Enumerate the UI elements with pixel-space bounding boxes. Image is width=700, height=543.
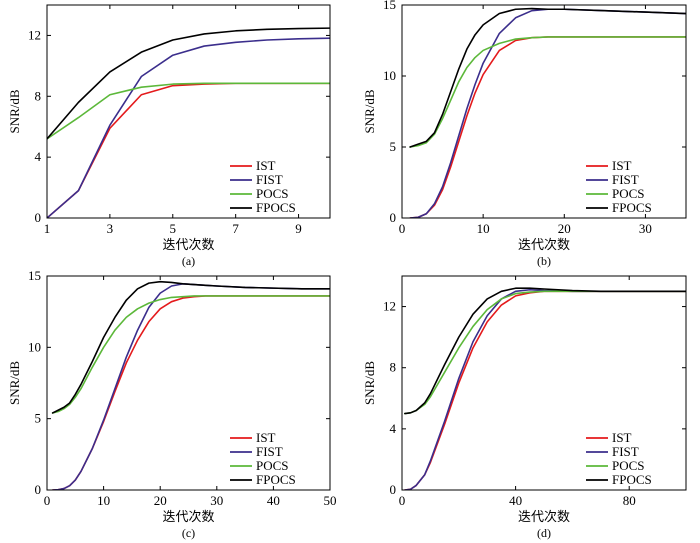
legend-label-pocs: POCS xyxy=(612,186,645,201)
y-axis-label: SNR/dB xyxy=(362,361,377,405)
x-tick-label: 20 xyxy=(154,493,167,508)
plot-frame xyxy=(46,4,331,219)
y-tick-label: 10 xyxy=(28,339,41,354)
y-tick-label: 15 xyxy=(383,0,396,12)
x-tick-label: 9 xyxy=(295,221,302,236)
panel-caption: (b) xyxy=(537,254,551,268)
legend-label-pocs: POCS xyxy=(256,458,289,473)
chart-panel-c: 0 10 20 30 40 50 0 5 10 15 迭代次数 SNR/dB (c) ISTFISTPOC… xyxy=(7,268,337,540)
legend-label-fist: FIST xyxy=(256,444,283,459)
x-tick-label: 10 xyxy=(97,493,110,508)
series-line-pocs xyxy=(47,82,330,140)
chart-panel-b: 0 10 20 30 0 5 10 15 迭代次数 SNR/dB (b) ISTFISTPOCSFPO… xyxy=(362,0,687,268)
series-line-pocs xyxy=(409,36,686,148)
y-tick-label: 4 xyxy=(35,149,42,164)
series-group xyxy=(51,280,330,490)
y-axis-label: SNR/dB xyxy=(362,89,377,133)
y-tick-label: 15 xyxy=(28,268,41,283)
y-tick-label: 0 xyxy=(35,210,42,225)
legend-label-fpocs: FPOCS xyxy=(256,472,296,487)
y-axis-label: SNR/dB xyxy=(7,89,22,133)
legend-label-fist: FIST xyxy=(612,444,639,459)
legend-label-pocs: POCS xyxy=(612,458,645,473)
x-tick-label: 3 xyxy=(107,221,114,236)
series-group xyxy=(409,7,686,218)
x-tick-label: 30 xyxy=(210,493,223,508)
x-tick-label: 0 xyxy=(44,493,51,508)
panel-caption: (d) xyxy=(537,526,551,540)
series-line-pocs xyxy=(51,295,330,414)
plot-frame xyxy=(46,275,331,491)
legend-label-fpocs: FPOCS xyxy=(256,200,296,215)
y-tick-label: 10 xyxy=(383,68,396,83)
series-line-fpocs xyxy=(404,287,686,415)
x-tick-label: 80 xyxy=(623,493,636,508)
x-tick-label: 40 xyxy=(509,493,522,508)
series-line-fpocs xyxy=(409,7,686,148)
y-tick-label: 4 xyxy=(390,421,397,436)
y-tick-label: 5 xyxy=(390,139,397,154)
series-line-fpocs xyxy=(51,280,330,414)
series-line-fpocs xyxy=(47,27,330,140)
legend-label-ist: IST xyxy=(256,430,276,445)
y-axis-label: SNR/dB xyxy=(7,361,22,405)
x-axis-label: 迭代次数 xyxy=(162,237,214,252)
x-tick-label: 1 xyxy=(44,221,51,236)
y-tick-label: 0 xyxy=(390,482,397,497)
legend-label-ist: IST xyxy=(612,158,632,173)
x-tick-label: 40 xyxy=(267,493,280,508)
series-group xyxy=(404,287,686,490)
x-axis-label: 迭代次数 xyxy=(162,509,214,524)
x-tick-label: 30 xyxy=(639,221,652,236)
x-tick-label: 7 xyxy=(232,221,239,236)
y-tick-label: 5 xyxy=(35,411,42,426)
legend-label-fist: FIST xyxy=(612,172,639,187)
x-tick-label: 50 xyxy=(324,493,337,508)
panel-caption: (c) xyxy=(182,526,195,540)
series-group xyxy=(47,27,330,218)
series-line-fist xyxy=(409,8,686,218)
series-line-fist xyxy=(47,37,330,218)
legend-label-fpocs: FPOCS xyxy=(612,200,652,215)
legend-label-ist: IST xyxy=(612,430,632,445)
legend-label-fpocs: FPOCS xyxy=(612,472,652,487)
y-tick-label: 12 xyxy=(28,27,41,42)
y-tick-label: 8 xyxy=(35,88,42,103)
series-line-pocs xyxy=(404,290,686,415)
x-axis-label: 迭代次数 xyxy=(518,237,570,252)
x-axis-label: 迭代次数 xyxy=(518,509,570,524)
plot-frame xyxy=(401,4,687,219)
y-tick-label: 8 xyxy=(390,360,397,375)
y-tick-label: 0 xyxy=(35,482,42,497)
series-line-ist xyxy=(409,36,686,218)
y-tick-label: 0 xyxy=(390,210,397,225)
legend-label-fist: FIST xyxy=(256,172,283,187)
legend-label-ist: IST xyxy=(256,158,276,173)
legend-label-pocs: POCS xyxy=(256,186,289,201)
plot-frame xyxy=(401,275,687,491)
y-tick-label: 12 xyxy=(383,299,396,314)
panel-caption: (a) xyxy=(182,254,195,268)
x-tick-label: 10 xyxy=(477,221,490,236)
x-tick-label: 0 xyxy=(399,493,406,508)
x-tick-label: 5 xyxy=(170,221,177,236)
x-tick-label: 0 xyxy=(399,221,406,236)
x-tick-label: 20 xyxy=(558,221,571,236)
